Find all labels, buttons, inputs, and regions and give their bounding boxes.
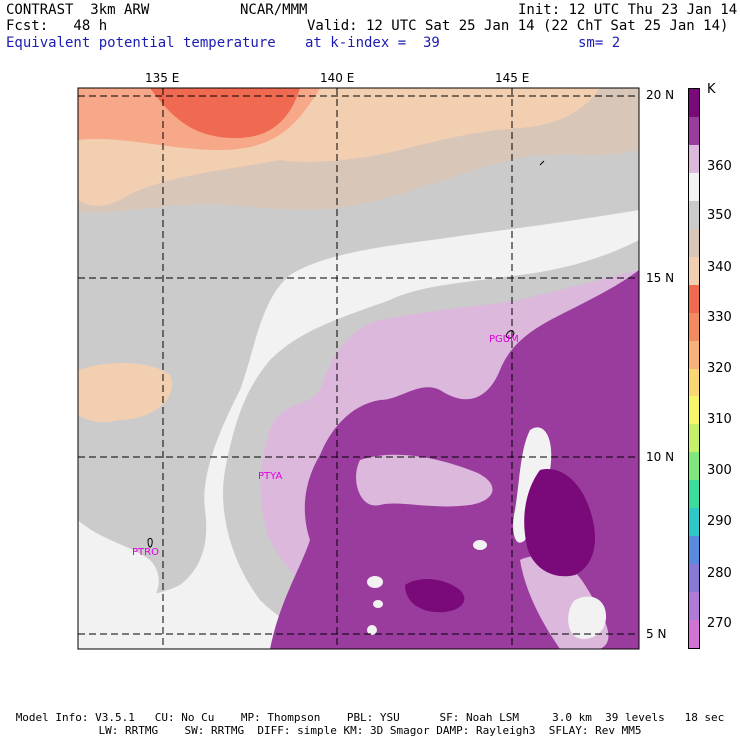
colorbar-swatch [689,396,699,425]
lon-label-145: 145 E [495,71,530,85]
lat-label-20: 20 N [646,88,675,102]
lat-label-5: 5 N [646,627,667,641]
colorbar-swatch [689,312,699,342]
lon-label-135: 135 E [145,71,180,85]
colorbar-swatch [689,256,699,286]
colorbar-swatch [689,480,699,509]
colorbar-swatch [689,116,699,146]
lat-label-10: 10 N [646,450,675,464]
smoothing-label: sm= 2 [578,35,621,51]
colorbar-label: 310 [707,412,732,427]
station-ptro: PTRO [132,547,159,558]
model-title: CONTRAST 3km ARW [6,2,150,18]
colorbar-swatch [689,368,699,397]
lon-label-140: 140 E [320,71,355,85]
theta-e-field [78,88,639,649]
colorbar-label: 320 [707,361,732,376]
guam-coastline [505,330,515,339]
colorbar-label: 300 [707,463,732,478]
colorbar-unit: K [707,82,716,97]
colorbar-label: 340 [707,260,732,275]
colorbar-swatch [689,536,699,565]
palau-coastline [147,537,153,548]
station-ptya: PTYA [258,471,283,482]
map-frame [77,87,640,650]
colorbar-swatch [689,424,699,453]
field-name: Equivalent potential temperature [6,35,276,51]
colorbar-swatch [689,452,699,481]
model-info-line2: LW: RRTMG SW: RRTMG DIFF: simple KM: 3D … [98,724,642,737]
init-time: Init: 12 UTC Thu 23 Jan 14 [518,2,738,18]
colorbar-label: 350 [707,208,732,223]
island-mark [539,160,545,166]
colorbar-swatch [689,508,699,537]
forecast-hour: Fcst: 48 h [6,18,108,34]
colorbar-swatch [689,144,699,174]
organization-label: NCAR/MMM [240,2,308,18]
colorbar-swatch [689,592,699,621]
colorbar-label: 280 [707,566,732,581]
grid-lines [78,88,639,649]
colorbar-swatch [689,89,699,118]
colorbar-label: 330 [707,310,732,325]
colorbar-label: 360 [707,159,732,174]
model-info-line1: Model Info: V3.5.1 CU: No Cu MP: Thompso… [15,711,725,724]
level-label: at k-index = 39 [305,35,440,51]
colorbar-label: 270 [707,616,732,631]
colorbar-swatch [689,284,699,314]
colorbar-swatch [689,200,699,230]
colorbar-swatch [689,620,699,649]
valid-time: Valid: 12 UTC Sat 25 Jan 14 (22 ChT Sat … [307,18,729,34]
colorbar-swatch [689,172,699,202]
colorbar-swatch [689,564,699,593]
station-pgum: PGUM [489,334,519,345]
lat-label-15: 15 N [646,271,675,285]
colorbar [688,88,700,649]
colorbar-swatch [689,228,699,258]
colorbar-swatch [689,340,699,369]
colorbar-label: 290 [707,514,732,529]
